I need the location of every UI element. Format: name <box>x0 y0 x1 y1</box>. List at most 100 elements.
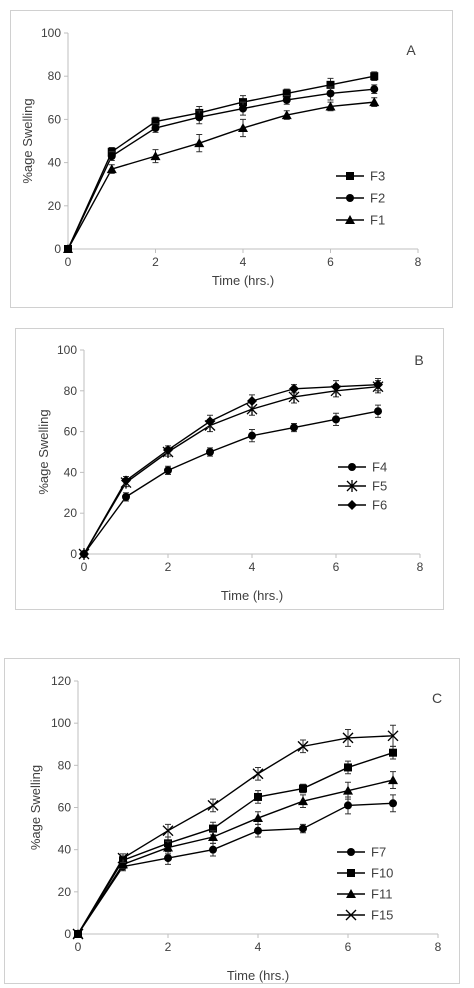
y-tick-label: 40 <box>58 843 72 857</box>
y-tick-label: 80 <box>48 69 62 83</box>
legend-entry-f3: F3 <box>336 169 385 184</box>
y-tick-label: 60 <box>64 425 78 439</box>
x-tick-label: 0 <box>65 255 72 269</box>
y-tick-label: 40 <box>48 156 62 170</box>
data-point <box>290 423 298 432</box>
chart-panel-b: 0 20 40 60 80 100 0 2 4 6 8 Time (hrs.) %age Swellin… <box>15 328 444 610</box>
chart-a-svg: 0 20 40 60 80 100 0 2 4 6 8 Time (hrs.) %age Swellin… <box>20 26 422 288</box>
chart-c-svg: 0 20 40 60 80 100 120 0 2 4 6 8 Time (hrs.) %age Swel… <box>28 674 442 983</box>
x-tick-label: 8 <box>415 255 422 269</box>
y-tick-label: 0 <box>70 547 77 561</box>
x-tick-label: 6 <box>327 255 334 269</box>
panel-label: B <box>414 352 423 368</box>
data-point <box>207 799 219 811</box>
data-point <box>298 796 308 806</box>
legend-marker <box>347 869 355 877</box>
data-point <box>205 416 215 427</box>
data-point <box>206 448 214 456</box>
data-point <box>297 740 309 752</box>
legend-marker <box>345 215 355 224</box>
x-tick-label: 2 <box>165 560 172 574</box>
y-tick-label: 80 <box>58 758 72 772</box>
legend-marker <box>345 909 357 921</box>
series-f1 <box>63 97 380 253</box>
data-point <box>63 244 73 253</box>
legend-entry-f7: F7 <box>337 845 386 860</box>
data-point <box>326 80 335 89</box>
series-line-f11 <box>77 779 394 935</box>
data-point <box>72 928 84 940</box>
y-tick-label: 0 <box>64 927 71 941</box>
y-tick-label: 40 <box>64 465 78 479</box>
data-point <box>208 832 218 842</box>
y-tick-label: 60 <box>48 112 62 126</box>
data-point <box>209 824 217 833</box>
legend-label: F10 <box>371 866 393 881</box>
data-point <box>247 396 257 406</box>
data-point <box>151 124 160 133</box>
data-point <box>326 89 335 98</box>
data-point <box>162 825 174 837</box>
y-tick-label: 100 <box>41 26 61 40</box>
data-point <box>163 842 173 852</box>
y-axis-label: %age Swelling <box>20 98 35 183</box>
x-tick-label: 6 <box>333 560 340 574</box>
data-point <box>282 95 291 104</box>
series-f3 <box>64 71 379 253</box>
legend-label: F2 <box>370 191 385 206</box>
legend-marker <box>348 463 356 471</box>
data-point <box>289 383 299 394</box>
series-f11 <box>73 771 398 938</box>
data-point <box>238 123 248 133</box>
series-f6 <box>79 378 383 559</box>
x-axis-label: Time (hrs.) <box>221 588 283 603</box>
data-point <box>163 444 173 455</box>
y-tick-label: 20 <box>58 885 72 899</box>
data-point <box>299 824 307 833</box>
data-point <box>373 379 383 390</box>
x-tick-label: 6 <box>345 940 352 954</box>
data-point <box>151 117 160 126</box>
legend-label: F15 <box>371 908 393 923</box>
legend-entry-f11: F11 <box>337 887 392 902</box>
data-point <box>332 415 340 424</box>
y-axis-label: %age Swelling <box>28 765 43 850</box>
legend-marker <box>346 172 354 180</box>
y-tick-label: 100 <box>51 716 71 730</box>
x-tick-label: 0 <box>75 940 82 954</box>
data-point <box>299 784 307 793</box>
data-point <box>254 792 262 801</box>
data-point <box>164 854 172 863</box>
data-point <box>282 89 291 98</box>
y-tick-label: 0 <box>54 242 61 256</box>
data-point <box>117 852 129 864</box>
legend-entry-f5: F5 <box>338 479 387 494</box>
chart-panel-c: 0 20 40 60 80 100 120 0 2 4 6 8 Time (hrs.) %age Swel… <box>4 658 460 984</box>
x-tick-label: 4 <box>240 255 247 269</box>
y-tick-label: 20 <box>48 199 62 213</box>
series-line-f4 <box>83 410 379 555</box>
data-point <box>194 138 205 148</box>
series-f10 <box>74 745 397 938</box>
data-point <box>388 775 398 785</box>
legend-label: F6 <box>372 498 387 513</box>
data-point <box>344 763 352 772</box>
data-point <box>343 785 353 795</box>
x-tick-label: 8 <box>417 560 424 574</box>
legend-entry-f6: F6 <box>338 498 387 513</box>
data-point <box>253 813 263 823</box>
data-point <box>369 97 380 107</box>
y-tick-label: 20 <box>64 506 78 520</box>
legend-label: F3 <box>370 169 385 184</box>
legend-entry-f10: F10 <box>337 866 393 881</box>
y-tick-label: 100 <box>57 343 77 357</box>
x-tick-label: 4 <box>255 940 262 954</box>
legend-entry-f4: F4 <box>338 460 387 475</box>
legend-label: F11 <box>371 887 392 902</box>
legend-marker <box>346 194 354 202</box>
data-point <box>209 845 217 854</box>
legend-entry-f1: F1 <box>336 213 385 228</box>
x-tick-label: 4 <box>249 560 256 574</box>
series-f2 <box>64 84 379 253</box>
y-tick-label: 60 <box>58 801 72 815</box>
